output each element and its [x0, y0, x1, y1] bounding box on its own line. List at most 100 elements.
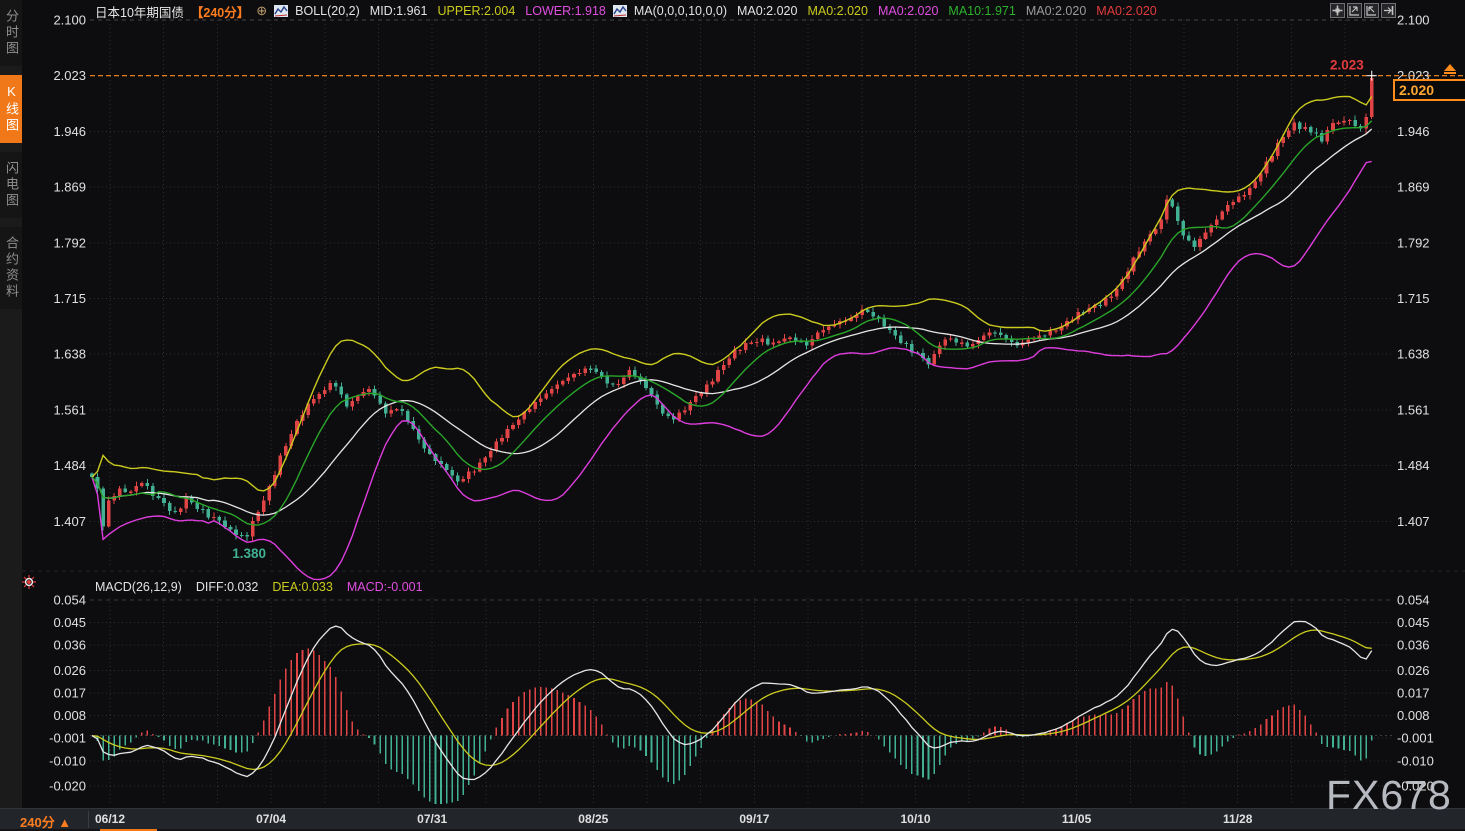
- time-axis-bar: 240分 ▲ 06/12 07/04 07/31 08/25 09/17 10/10 11/…: [0, 808, 1465, 831]
- boll-values: BOLL(20,2) MID:1.961 UPPER:2.004 LOWER:1.91…: [295, 4, 606, 18]
- sidebar-tab-0[interactable]: 分时图: [0, 0, 22, 66]
- period-selector[interactable]: 240分 ▲: [20, 815, 72, 830]
- macd-lines: [91, 620, 1373, 781]
- x-axis-date: 07/31: [417, 812, 448, 826]
- chart-toolbar: [1330, 3, 1396, 18]
- x-axis-date: 10/10: [900, 812, 931, 826]
- svg-text:2.100: 2.100: [1397, 13, 1430, 28]
- dea-line: [91, 629, 1372, 771]
- indicator-value: MA(0,0,0,10,0,0): [633, 4, 727, 18]
- sidebar: 分时图 K线图闪电图合约资料: [0, 0, 22, 831]
- go-latest-icon[interactable]: [1381, 3, 1396, 18]
- last-price-tag: 2.020: [1393, 79, 1465, 101]
- svg-text:0.036: 0.036: [1397, 638, 1430, 653]
- sidebar-tab-3[interactable]: 合约资料: [0, 227, 22, 309]
- boll-indicator-icon: [274, 5, 289, 17]
- svg-text:1.561: 1.561: [53, 402, 86, 417]
- indicator-value: MA0:2.020: [1025, 4, 1087, 18]
- svg-text:0.017: 0.017: [53, 685, 86, 700]
- svg-text:1.792: 1.792: [53, 235, 86, 250]
- indicator-value: DIFF:0.032: [195, 580, 259, 594]
- x-axis-date: 09/17: [739, 812, 770, 826]
- chart-scrollbar-thumb[interactable]: [100, 829, 157, 831]
- macd-header: MACD(26,12,9) DIFF:0.032 DEA:0.033 MACD:-0…: [95, 580, 423, 596]
- y-axis-right: 2.1002.0231.9461.8691.7921.7151.6381.561…: [1397, 13, 1434, 794]
- svg-text:1.638: 1.638: [1397, 347, 1430, 362]
- boll-upper-line: [91, 95, 1373, 492]
- svg-text:2.023: 2.023: [53, 68, 86, 83]
- indicator-value: LOWER:1.918: [525, 4, 606, 18]
- chart-header: 日本10年期国债 【240分】 ⊕ BOLL(20,2) MID:1.961 UPP…: [95, 2, 1157, 20]
- svg-text:1.792: 1.792: [1397, 235, 1430, 250]
- boll-mid-line: [91, 128, 1373, 516]
- price-up-marker-icon: [1444, 64, 1456, 74]
- svg-text:2.023: 2.023: [1330, 58, 1364, 73]
- x-axis-date: 11/05: [1061, 812, 1092, 826]
- diff-line: [91, 620, 1373, 781]
- boll-lower-line: [91, 160, 1372, 581]
- svg-text:1.484: 1.484: [1397, 458, 1430, 473]
- svg-text:1.561: 1.561: [1397, 402, 1430, 417]
- svg-text:1.484: 1.484: [53, 458, 86, 473]
- x-axis-date: 08/25: [578, 812, 609, 826]
- indicator-value: DEA:0.033: [272, 580, 333, 594]
- overlay-lines: [91, 95, 1373, 581]
- svg-text:0.054: 0.054: [53, 592, 86, 607]
- collapse-icon[interactable]: ⊕: [256, 3, 268, 18]
- pan-icon[interactable]: [1330, 3, 1345, 18]
- y-axis-left: 2.100 2.023 1.946 1.869 1.792 1.715 1.638 1.561…: [49, 13, 86, 794]
- svg-text:0.036: 0.036: [53, 638, 86, 653]
- instrument-title: 日本10年期国债: [95, 5, 184, 20]
- x-axis-date: 11/28: [1223, 812, 1253, 826]
- svg-text:0.045: 0.045: [1397, 615, 1430, 630]
- svg-text:-0.020: -0.020: [1397, 778, 1434, 793]
- indicator-value: MA0:2.020: [737, 4, 798, 18]
- indicator-value: MA10:1.971: [948, 4, 1016, 18]
- indicator-value: MACD:-0.001: [346, 580, 423, 594]
- indicator-value: MA0:2.020: [877, 4, 939, 18]
- svg-text:1.407: 1.407: [1397, 514, 1430, 529]
- svg-text:0.008: 0.008: [53, 708, 86, 723]
- candles: [90, 75, 1374, 541]
- annotations: 2.023 1.380: [232, 58, 1364, 561]
- svg-text:-0.010: -0.010: [1397, 753, 1434, 768]
- x-axis-date: 07/04: [256, 812, 287, 826]
- watermark: FX678: [1326, 772, 1452, 818]
- svg-text:0.017: 0.017: [1397, 685, 1430, 700]
- range-start-icon[interactable]: [1347, 3, 1362, 18]
- svg-text:0.054: 0.054: [1397, 592, 1430, 607]
- svg-text:-0.001: -0.001: [1397, 731, 1434, 746]
- svg-text:1.715: 1.715: [53, 291, 86, 306]
- indicator-value: BOLL(20,2): [295, 4, 360, 18]
- svg-text:-0.010: -0.010: [49, 753, 86, 768]
- indicator-value: MA0:2.020: [807, 4, 868, 18]
- svg-text:1.715: 1.715: [1397, 291, 1430, 306]
- sidebar-tab-2[interactable]: 闪电图: [0, 152, 22, 218]
- range-end-icon[interactable]: [1364, 3, 1379, 18]
- svg-text:0.026: 0.026: [1397, 663, 1430, 678]
- svg-text:0.026: 0.026: [53, 663, 86, 678]
- svg-text:1.407: 1.407: [53, 514, 86, 529]
- macd-values: DIFF:0.032 DEA:0.033 MACD:-0.001: [196, 580, 423, 596]
- svg-text:2.100: 2.100: [53, 13, 86, 28]
- svg-text:1.380: 1.380: [232, 546, 266, 561]
- period-tag: 【240分】: [190, 5, 250, 20]
- indicator-alert-icon[interactable]: [21, 574, 37, 595]
- svg-text:1.638: 1.638: [53, 347, 86, 362]
- svg-text:1.869: 1.869: [1397, 180, 1430, 195]
- svg-text:0.045: 0.045: [53, 615, 86, 630]
- indicator-value: MID:1.961: [369, 4, 428, 18]
- ma10-line: [91, 120, 1373, 526]
- indicator-value: UPPER:2.004: [437, 4, 516, 18]
- svg-text:1.946: 1.946: [1397, 124, 1430, 139]
- indicator-value: MA0:2.020: [1096, 4, 1157, 18]
- chart-scrollbar-track[interactable]: [0, 829, 1465, 831]
- macd-panel: [96, 648, 1373, 805]
- x-axis-date: 06/12: [94, 812, 126, 826]
- sidebar-tab-1[interactable]: K线图: [0, 75, 22, 143]
- svg-text:-0.020: -0.020: [49, 778, 86, 793]
- ma-indicator-icon: [612, 5, 627, 17]
